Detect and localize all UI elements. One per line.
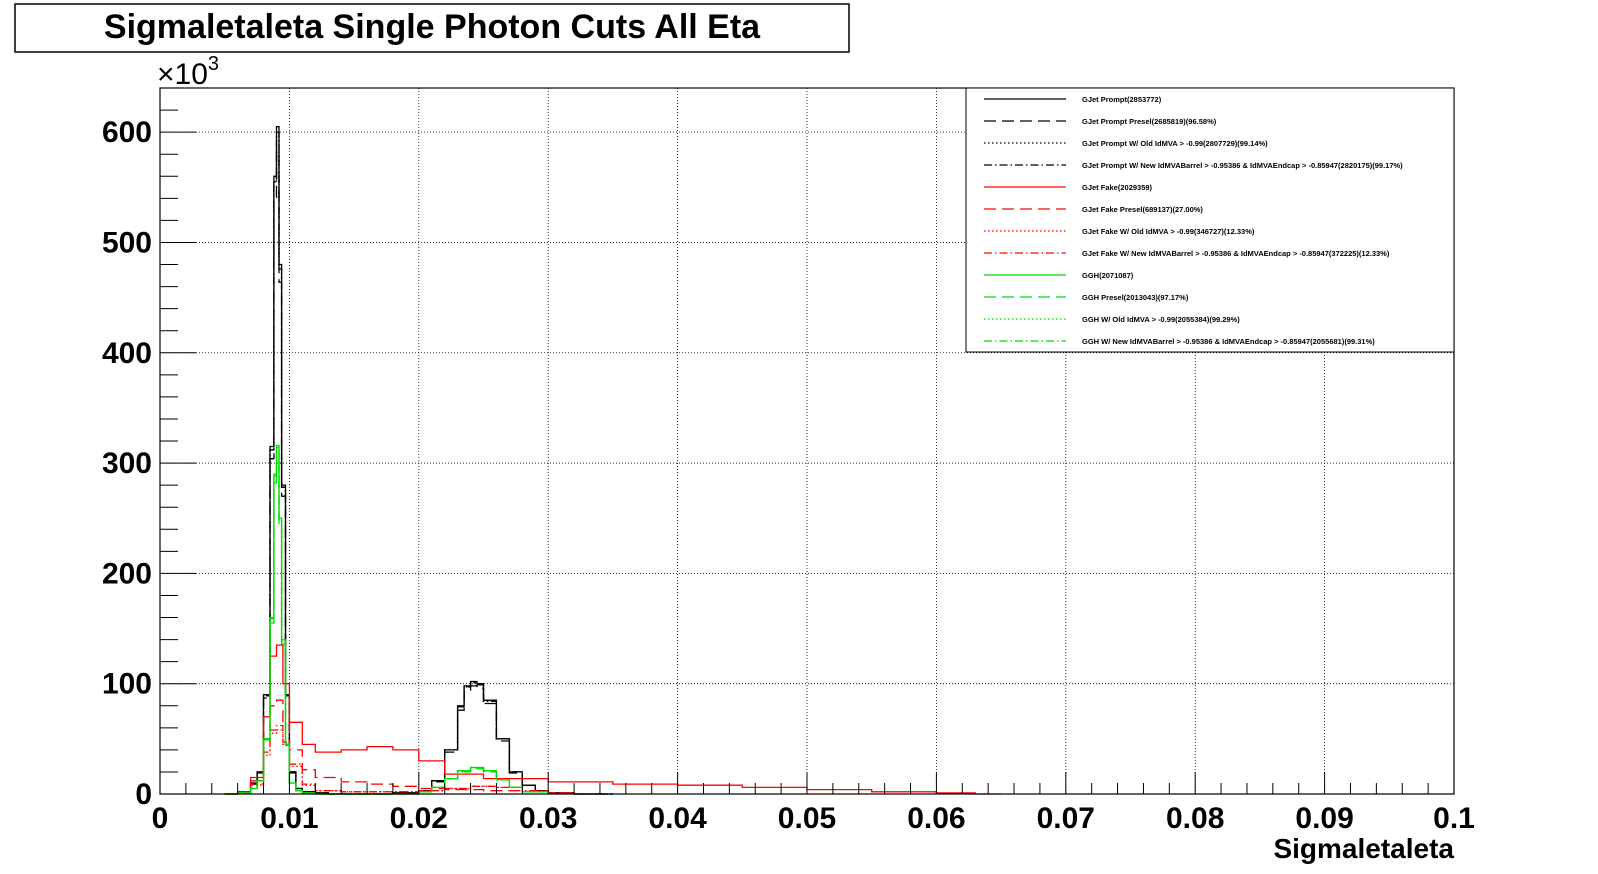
series-line <box>224 446 549 795</box>
legend-label: GJet Fake W/ New IdMVABarrel > -0.95386 … <box>1082 249 1390 258</box>
x-tick-label: 0.05 <box>778 802 836 835</box>
title-box <box>14 3 850 53</box>
series-line <box>224 446 549 795</box>
legend-label: GGH Presel(2013043)(97.17%) <box>1082 293 1189 302</box>
y-tick-label: 100 <box>102 668 152 701</box>
y-tick-label: 300 <box>102 447 152 480</box>
x-tick-label: 0.04 <box>648 802 707 835</box>
y-exponent-base: ×10 <box>157 58 208 91</box>
y-tick-label: 400 <box>102 337 152 370</box>
y-exponent-power: 3 <box>208 53 219 75</box>
y-tick-label: 600 <box>102 116 152 149</box>
legend-label: GJet Prompt(2853772) <box>1082 95 1162 104</box>
x-tick-label: 0.06 <box>907 802 965 835</box>
series-lines <box>224 125 1002 795</box>
legend-box <box>965 87 1455 353</box>
legend-label: GGH W/ Old IdMVA > -0.99(2055384)(99.29%… <box>1082 315 1240 324</box>
series-line <box>224 454 549 795</box>
x-axis-title: Sigmaletaleta <box>1273 833 1454 864</box>
x-tick-label: 0.02 <box>390 802 448 835</box>
axis-ticks <box>159 87 1455 795</box>
series-line <box>224 644 1002 795</box>
legend-label: GJet Prompt W/ Old IdMVA > -0.99(2807729… <box>1082 139 1268 148</box>
x-tick-label: 0.08 <box>1166 802 1224 835</box>
legend: GJet Prompt(2853772) GJet Prompt Presel(2… <box>984 95 1403 346</box>
legend-label: GJet Prompt W/ New IdMVABarrel > -0.9538… <box>1082 161 1403 170</box>
y-tick-label: 200 <box>102 557 152 590</box>
x-tick-label: 0.1 <box>1433 802 1475 835</box>
legend-label: GJet Fake Presel(689137)(27.00%) <box>1082 205 1203 214</box>
x-tick-label: 0.01 <box>260 802 318 835</box>
y-tick-label: 500 <box>102 226 152 259</box>
y-exponent-label: ×103 <box>157 53 219 91</box>
x-tick-label: 0.03 <box>519 802 577 835</box>
legend-label: GJet Fake W/ Old IdMVA > -0.99(346727)(1… <box>1082 227 1255 236</box>
legend-label: GGH W/ New IdMVABarrel > -0.95386 & IdMV… <box>1082 337 1375 346</box>
x-tick-label: 0 <box>152 802 169 835</box>
series-line <box>224 444 549 795</box>
x-tick-label: 0.07 <box>1037 802 1095 835</box>
chart-title: Sigmaletaleta Single Photon Cuts All Eta <box>104 8 761 46</box>
series-line <box>224 149 613 795</box>
tick-labels: 0 0.01 0.02 0.03 0.04 0.05 0.06 0.07 0.08 0.09 0.1… <box>102 116 1475 835</box>
legend-label: GJet Fake(2029359) <box>1082 183 1153 192</box>
x-tick-label: 0.09 <box>1295 802 1353 835</box>
y-tick-label: 0 <box>135 778 152 811</box>
legend-label: GGH(2071087) <box>1082 271 1134 280</box>
legend-label: GJet Prompt Presel(2685819)(96.58%) <box>1082 117 1217 126</box>
